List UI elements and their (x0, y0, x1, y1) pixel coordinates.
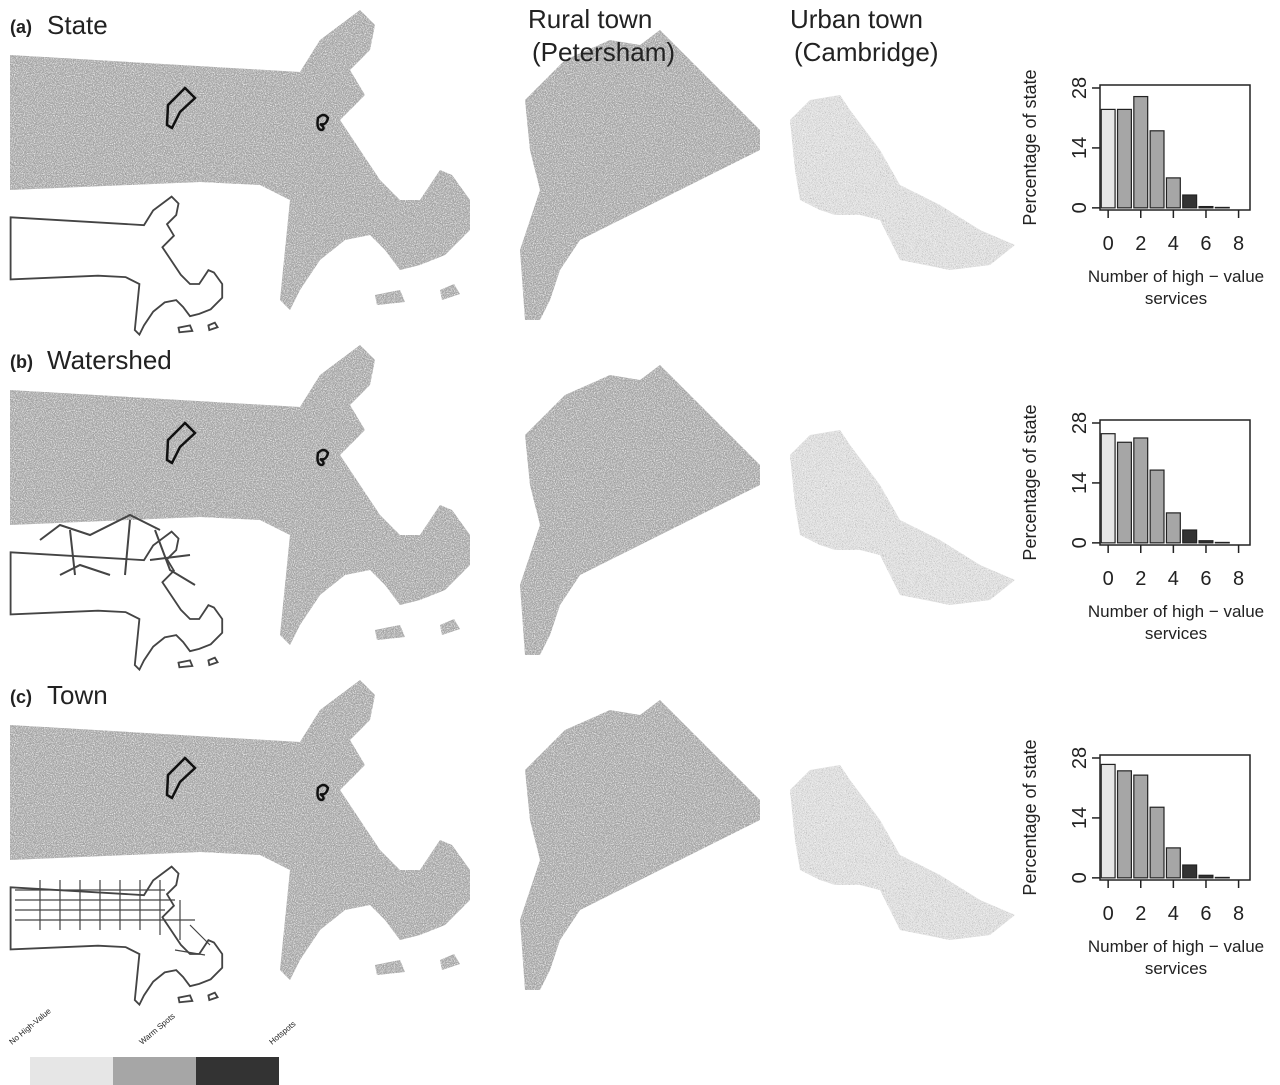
bar (1116, 441, 1132, 544)
panel-label: (a) (10, 17, 32, 37)
bar (1165, 847, 1181, 879)
y-tick-label: 14 (1069, 137, 1091, 159)
bar (1149, 806, 1165, 879)
bar (1133, 95, 1149, 209)
bar (1198, 874, 1214, 879)
bar (1149, 130, 1165, 209)
x-axis-label: services (1145, 624, 1207, 643)
bar (1182, 864, 1198, 879)
y-tick-label: 0 (1069, 872, 1091, 883)
bar (1182, 529, 1198, 544)
x-tick-label: 2 (1135, 903, 1146, 925)
panel-label: (c) (10, 687, 32, 707)
panel-label: (b) (10, 352, 33, 372)
x-tick-label: 8 (1233, 903, 1244, 925)
bar (1198, 205, 1214, 209)
panel-title: Watershed (47, 345, 172, 375)
y-axis-label: Percentage of state (1020, 404, 1040, 560)
x-axis-label: Number of high − value (1088, 602, 1264, 621)
legend-label: Warm Spots (138, 1012, 177, 1047)
x-axis-label: services (1145, 959, 1207, 978)
column-header: Urban town (790, 4, 923, 34)
x-tick-label: 0 (1103, 568, 1114, 590)
x-axis-label: services (1145, 289, 1207, 308)
x-tick-label: 2 (1135, 568, 1146, 590)
legend-swatch (113, 1057, 196, 1085)
column-header: (Cambridge) (794, 37, 939, 67)
bar (1133, 437, 1149, 544)
y-tick-label: 28 (1069, 747, 1091, 769)
y-tick-label: 28 (1069, 412, 1091, 434)
x-tick-label: 0 (1103, 233, 1114, 255)
x-tick-label: 2 (1135, 233, 1146, 255)
bar (1133, 774, 1149, 879)
y-tick-label: 14 (1069, 472, 1091, 494)
maps-town (10, 680, 1015, 1005)
x-tick-label: 6 (1200, 233, 1211, 255)
y-axis-label: Percentage of state (1020, 739, 1040, 895)
y-tick-label: 28 (1069, 77, 1091, 99)
x-tick-label: 8 (1233, 233, 1244, 255)
legend-swatch (196, 1057, 279, 1085)
y-tick-label: 0 (1069, 202, 1091, 213)
x-tick-label: 6 (1200, 903, 1211, 925)
bar (1198, 540, 1214, 544)
legend-label: No High-Value (8, 1006, 54, 1046)
x-tick-label: 4 (1168, 233, 1179, 255)
x-tick-label: 4 (1168, 568, 1179, 590)
bar (1116, 108, 1132, 209)
y-axis-label: Percentage of state (1020, 69, 1040, 225)
bar (1100, 763, 1116, 879)
column-header: (Petersham) (532, 37, 675, 67)
watershed-lines (39, 513, 196, 586)
bar (1165, 177, 1181, 209)
panel-title: State (47, 10, 108, 40)
y-tick-label: 0 (1069, 537, 1091, 548)
legend-label: Hotspots (268, 1019, 298, 1046)
x-tick-label: 6 (1200, 568, 1211, 590)
x-tick-label: 0 (1103, 903, 1114, 925)
column-header: Rural town (528, 4, 652, 34)
bar (1182, 194, 1198, 209)
bar (1100, 108, 1116, 209)
bar (1149, 469, 1165, 544)
x-tick-label: 4 (1168, 903, 1179, 925)
x-tick-label: 8 (1233, 568, 1244, 590)
y-tick-label: 14 (1069, 807, 1091, 829)
x-axis-label: Number of high − value (1088, 937, 1264, 956)
legend-swatch (30, 1057, 113, 1085)
bar (1165, 512, 1181, 544)
x-axis-label: Number of high − value (1088, 267, 1264, 286)
maps-watershed (10, 345, 1015, 670)
panel-title: Town (47, 680, 108, 710)
town-lines (15, 880, 211, 956)
bar (1116, 770, 1132, 879)
bar (1100, 433, 1116, 544)
